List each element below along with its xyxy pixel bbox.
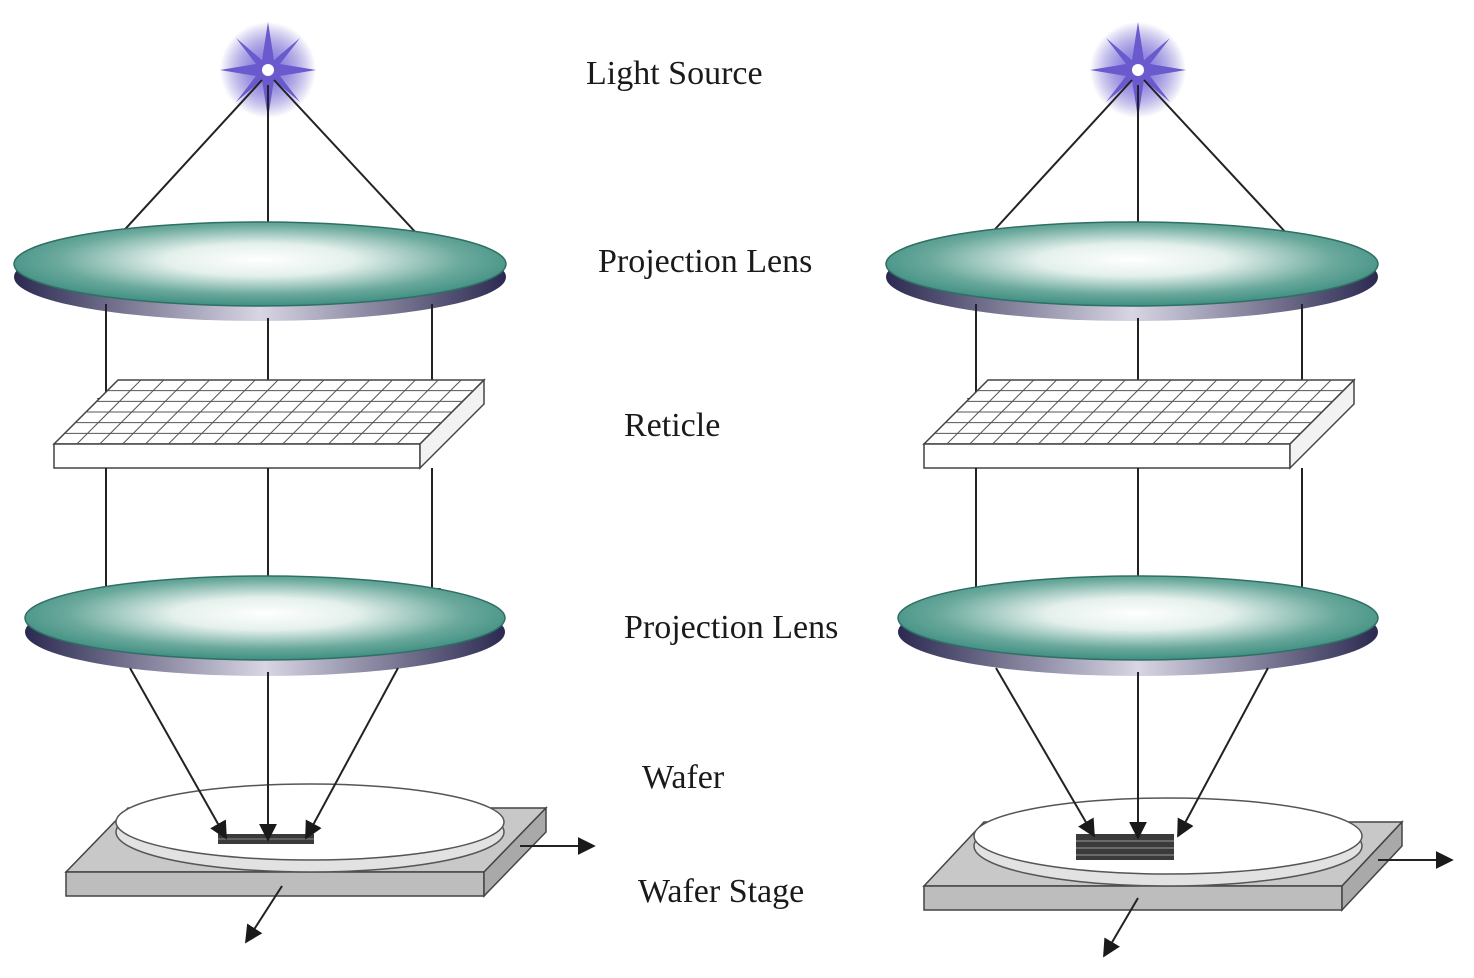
label-wafer: Wafer <box>642 759 725 796</box>
reticle-right <box>924 380 1354 468</box>
wafer-left <box>116 784 504 872</box>
reticle-left <box>54 380 484 468</box>
exposed-die-right <box>1076 834 1174 860</box>
label-light-source: Light Source <box>586 55 763 92</box>
projection-lens-bottom-right <box>898 576 1378 676</box>
wafer-right <box>974 798 1362 886</box>
projection-lens-bottom-left <box>25 576 505 676</box>
label-reticle: Reticle <box>624 407 720 444</box>
label-wafer-stage: Wafer Stage <box>638 873 804 910</box>
label-projection-lens-top: Projection Lens <box>598 243 812 280</box>
projection-lens-top-right <box>886 222 1378 321</box>
label-projection-lens-bottom: Projection Lens <box>624 609 838 646</box>
